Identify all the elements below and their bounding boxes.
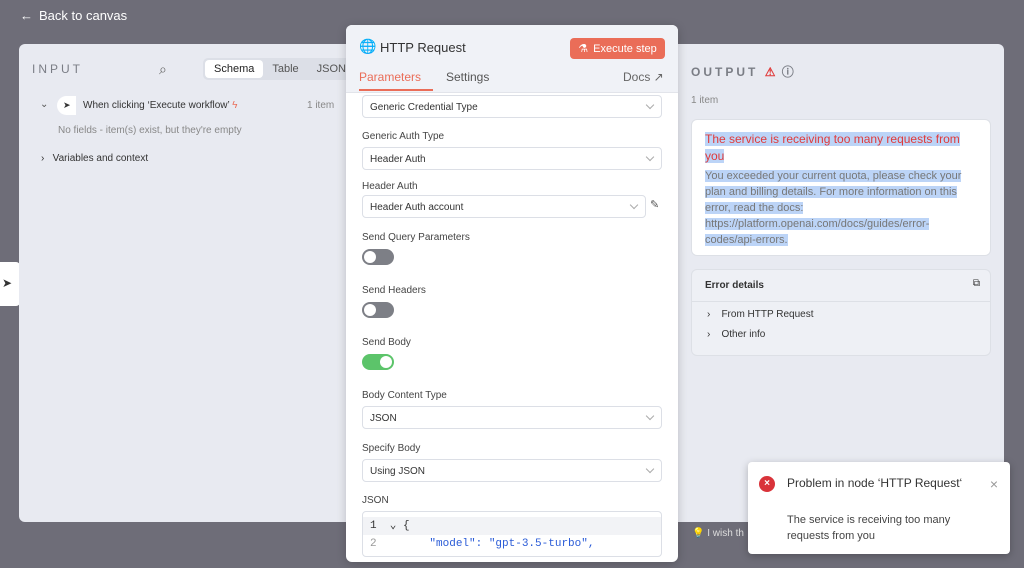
field-label: Send Body [362, 337, 411, 348]
input-view-tabs: Schema Table JSON [203, 58, 357, 80]
docs-link[interactable]: Docs ↗ [623, 70, 664, 84]
send-query-toggle[interactable] [362, 249, 394, 265]
tab-settings[interactable]: Settings [446, 70, 490, 84]
empty-message: No fields - item(s) exist, but they're e… [58, 125, 242, 136]
execute-step-button[interactable]: ⚗ Execute step [570, 38, 665, 59]
error-title: The service is receiving too many reques… [705, 132, 960, 163]
cursor-icon: ➤ [2, 276, 13, 290]
feedback-prompt[interactable]: 💡 I wish th [692, 528, 744, 539]
credential-type-select[interactable]: Generic Credential Type [362, 95, 662, 118]
field-label: Header Auth [362, 181, 418, 192]
tab-schema[interactable]: Schema [205, 60, 264, 78]
code-line: 2 "model": "gpt-3.5-turbo", [370, 538, 595, 550]
item-count: 1 item [307, 100, 335, 111]
output-title: OUTPUT ⚠ ⓘ [691, 65, 794, 79]
arrow-left-icon: ← [20, 8, 33, 23]
canvas-node[interactable]: ➤ [0, 262, 20, 306]
specify-body-select[interactable]: Using JSON [362, 459, 662, 482]
toast-message: The service is receiving too many reques… [787, 514, 951, 542]
copy-icon[interactable]: ⧉ [972, 278, 980, 289]
field-label: Body Content Type [362, 390, 447, 401]
error-box: The service is receiving too many reques… [691, 119, 991, 256]
output-count: 1 item [691, 95, 719, 106]
globe-icon: 🌐 [359, 38, 377, 54]
field-label: Generic Auth Type [362, 131, 445, 142]
error-icon: × [759, 476, 775, 492]
chevron-down-icon[interactable]: ⌄ [40, 99, 49, 110]
tab-json[interactable]: JSON [316, 63, 346, 75]
node-panel: 🌐 HTTP Request ⚗ Execute step Parameters … [346, 25, 678, 562]
auth-type-select[interactable]: Header Auth [362, 147, 662, 170]
send-headers-toggle[interactable] [362, 302, 394, 318]
send-body-toggle[interactable] [362, 354, 394, 370]
field-label: Send Headers [362, 285, 426, 296]
json-editor[interactable]: 1 ⌄ { 2 "model": "gpt-3.5-turbo", [362, 511, 662, 557]
close-icon[interactable]: × [989, 476, 998, 492]
bolt-icon: ϟ [232, 100, 238, 111]
toast-title: Problem in node ‘HTTP Request‘ [787, 476, 963, 490]
pencil-icon[interactable]: ✎ [650, 199, 660, 211]
field-label: Send Query Parameters [362, 232, 470, 243]
details-item[interactable]: › Other info [707, 329, 766, 340]
input-title: INPUT [32, 62, 83, 76]
tab-parameters[interactable]: Parameters [359, 70, 433, 91]
error-message: You exceeded your current quota, please … [705, 170, 962, 246]
warning-icon: ⚠ [764, 65, 776, 79]
search-icon[interactable]: ⌕ [159, 61, 167, 77]
trigger-name: When clicking ‘Execute workflow’ [83, 100, 230, 111]
error-toast: × Problem in node ‘HTTP Request‘ The ser… [748, 462, 1010, 554]
node-title: HTTP Request [380, 40, 466, 55]
flask-icon: ⚗ [578, 43, 589, 55]
code-line: 1 ⌄ { [363, 517, 661, 535]
cursor-icon: ➤ [57, 96, 76, 115]
tab-table[interactable]: Table [272, 63, 299, 75]
info-icon[interactable]: ⓘ [781, 65, 794, 79]
error-details: Error details ⧉ › From HTTP Request › Oth… [691, 269, 991, 356]
back-to-canvas-button[interactable]: ← Back to canvas [20, 8, 128, 23]
field-label: JSON [362, 495, 389, 506]
details-item[interactable]: › From HTTP Request [707, 309, 814, 320]
header-auth-select[interactable]: Header Auth account [362, 195, 646, 218]
variables-context[interactable]: › Variables and context [41, 153, 149, 164]
field-label: Specify Body [362, 443, 421, 454]
content-type-select[interactable]: JSON [362, 406, 662, 429]
